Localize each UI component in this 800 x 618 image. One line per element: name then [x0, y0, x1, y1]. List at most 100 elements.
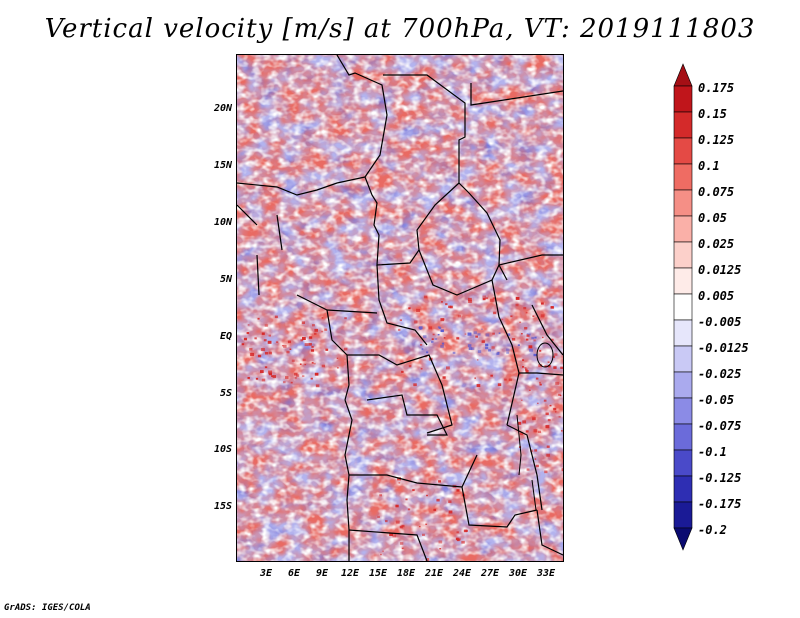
- hotspot-cell: [443, 337, 446, 339]
- hotspot-cell: [552, 355, 556, 358]
- hotspot-cell: [438, 540, 443, 544]
- hotspot-cell: [493, 311, 497, 315]
- colorbar-segment-11: [673, 345, 693, 373]
- hotspot-cell: [446, 366, 450, 370]
- hotspot-cell: [442, 376, 446, 379]
- hotspot-cell: [477, 350, 482, 353]
- hotspot-cell: [482, 297, 486, 301]
- hotspot-cell: [268, 334, 271, 337]
- hotspot-cell: [419, 343, 423, 346]
- hotspot-cell: [492, 332, 495, 335]
- hotspot-cell: [456, 489, 460, 492]
- hotspot-cell: [546, 445, 550, 448]
- hotspot-cell: [539, 350, 542, 352]
- hotspot-cell: [529, 348, 533, 352]
- colorbar-label-0125: 0.125: [698, 133, 735, 147]
- hotspot-cell: [325, 348, 329, 351]
- hotspot-cell: [452, 351, 456, 354]
- hotspot-cell: [265, 352, 269, 355]
- hotspot-cell: [532, 417, 536, 421]
- hotspot-cell: [344, 347, 348, 351]
- hotspot-cell: [522, 420, 527, 424]
- hotspot-cell: [468, 347, 473, 350]
- hotspot-cell: [290, 381, 293, 384]
- hotspot-cell: [426, 351, 429, 354]
- colorbar-label-neg0005: -0.005: [698, 315, 742, 329]
- hotspot-cell: [310, 377, 313, 380]
- hotspot-cell: [492, 297, 496, 300]
- colorbar-segment-0: [673, 63, 693, 87]
- hotspot-cell: [314, 372, 319, 376]
- hotspot-cell: [560, 366, 563, 369]
- hotspot-cell: [267, 340, 272, 344]
- hotspot-cell: [561, 468, 563, 472]
- hotspot-cell: [524, 367, 527, 369]
- hotspot-cell: [504, 378, 507, 381]
- colorbar-segment-5: [673, 189, 693, 217]
- hotspot-cell: [431, 340, 434, 343]
- hotspot-cell: [413, 320, 418, 324]
- hotspot-cell: [401, 524, 405, 528]
- hotspot-cell: [304, 364, 307, 366]
- lon-label-21e: 21E: [424, 568, 444, 579]
- lon-label-9e: 9E: [315, 568, 329, 579]
- hotspot-cell: [344, 317, 347, 320]
- hotspot-cell: [421, 348, 424, 350]
- hotspot-cell: [537, 430, 542, 434]
- hotspot-cell: [401, 547, 404, 550]
- hotspot-cell: [496, 352, 500, 355]
- hotspot-cell: [521, 333, 523, 335]
- hotspot-cell: [489, 298, 494, 302]
- colorbar-segment-3: [673, 137, 693, 165]
- hotspot-cell: [465, 529, 468, 532]
- hotspot-cell: [524, 327, 528, 330]
- hotspot-cell: [555, 381, 559, 385]
- hotspot-cell: [535, 464, 539, 468]
- hotspot-cell: [547, 365, 551, 368]
- hotspot-cell: [432, 333, 435, 336]
- colorbar-label-neg0125: -0.125: [698, 471, 742, 485]
- hotspot-cell: [456, 337, 460, 340]
- hotspot-cell: [438, 480, 442, 483]
- hotspot-cell: [488, 349, 491, 352]
- hotspot-cell: [385, 520, 388, 523]
- hotspot-cell: [315, 384, 320, 388]
- hotspot-cell: [311, 362, 314, 364]
- colorbar-label-neg0075: -0.075: [698, 419, 742, 433]
- hotspot-cell: [467, 332, 472, 336]
- hotspot-cell: [416, 308, 421, 312]
- hotspot-cell: [380, 553, 382, 556]
- hotspot-cell: [321, 364, 325, 368]
- software-credit: GrADS: IGES/COLA: [4, 603, 91, 613]
- hotspot-cell: [434, 338, 438, 341]
- hotspot-cell: [302, 336, 306, 340]
- hotspot-cell: [420, 368, 423, 370]
- hotspot-cell: [263, 339, 267, 342]
- velocity-field-map: [237, 55, 563, 561]
- hotspot-cell: [314, 332, 317, 335]
- hotspot-cell: [425, 523, 428, 525]
- hotspot-cell: [408, 365, 412, 368]
- hotspot-cell: [545, 412, 549, 416]
- hotspot-cell: [321, 330, 324, 333]
- colorbar-segment-15: [673, 449, 693, 477]
- hotspot-cell: [515, 303, 519, 307]
- colorbar-segment-7: [673, 241, 693, 269]
- colorbar-segment-9: [673, 293, 693, 321]
- hotspot-cell: [401, 370, 404, 373]
- colorbar: [673, 63, 693, 551]
- colorbar-segment-12: [673, 371, 693, 399]
- hotspot-cell: [271, 375, 274, 377]
- hotspot-cell: [377, 515, 380, 518]
- hotspot-cell: [382, 550, 384, 552]
- hotspot-cell: [314, 328, 318, 332]
- hotspot-cell: [428, 326, 433, 330]
- hotspot-cell: [457, 314, 462, 318]
- colorbar-label-neg0175: -0.175: [698, 497, 742, 511]
- hotspot-cell: [276, 341, 279, 343]
- hotspot-cell: [537, 402, 539, 404]
- colorbar-label-neg02: -0.2: [698, 523, 727, 537]
- hotspot-cell: [440, 344, 444, 348]
- hotspot-cell: [260, 370, 264, 373]
- hotspot-cell: [474, 377, 476, 379]
